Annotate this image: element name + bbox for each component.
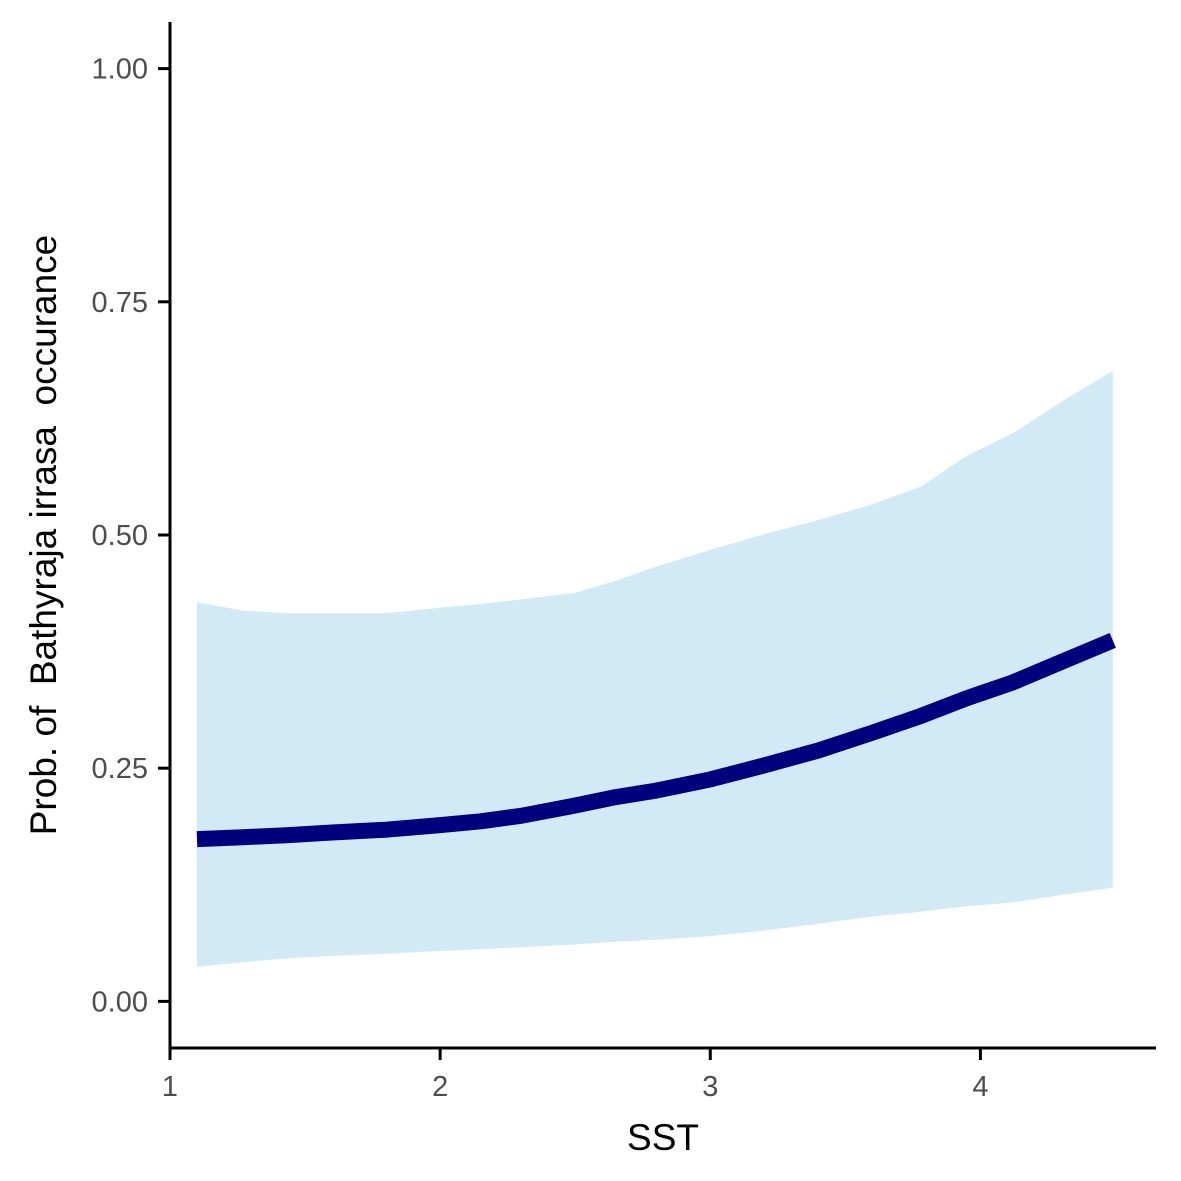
x-tick-label: 4 <box>972 1071 988 1103</box>
x-tick-label: 1 <box>162 1071 178 1103</box>
y-tick-label: 1.00 <box>92 54 148 86</box>
y-tick-label: 0.25 <box>92 753 148 785</box>
y-tick-label: 0.00 <box>92 986 148 1018</box>
x-tick-label: 2 <box>432 1071 448 1103</box>
x-axis-title: SST <box>627 1117 699 1158</box>
y-axis-ticks: 0.00 0.25 0.50 0.75 1.00 <box>92 54 170 1018</box>
confidence-ribbon <box>197 370 1113 967</box>
y-axis-title: Prob. of Bathyraja irrasa occurance <box>23 235 64 836</box>
y-tick-label: 0.75 <box>92 287 148 319</box>
x-axis-ticks: 1 2 3 4 <box>162 1048 988 1103</box>
x-tick-label: 3 <box>702 1071 718 1103</box>
plot-area <box>196 370 1116 967</box>
fitted-line <box>196 633 1116 848</box>
y-tick-label: 0.50 <box>92 520 148 552</box>
